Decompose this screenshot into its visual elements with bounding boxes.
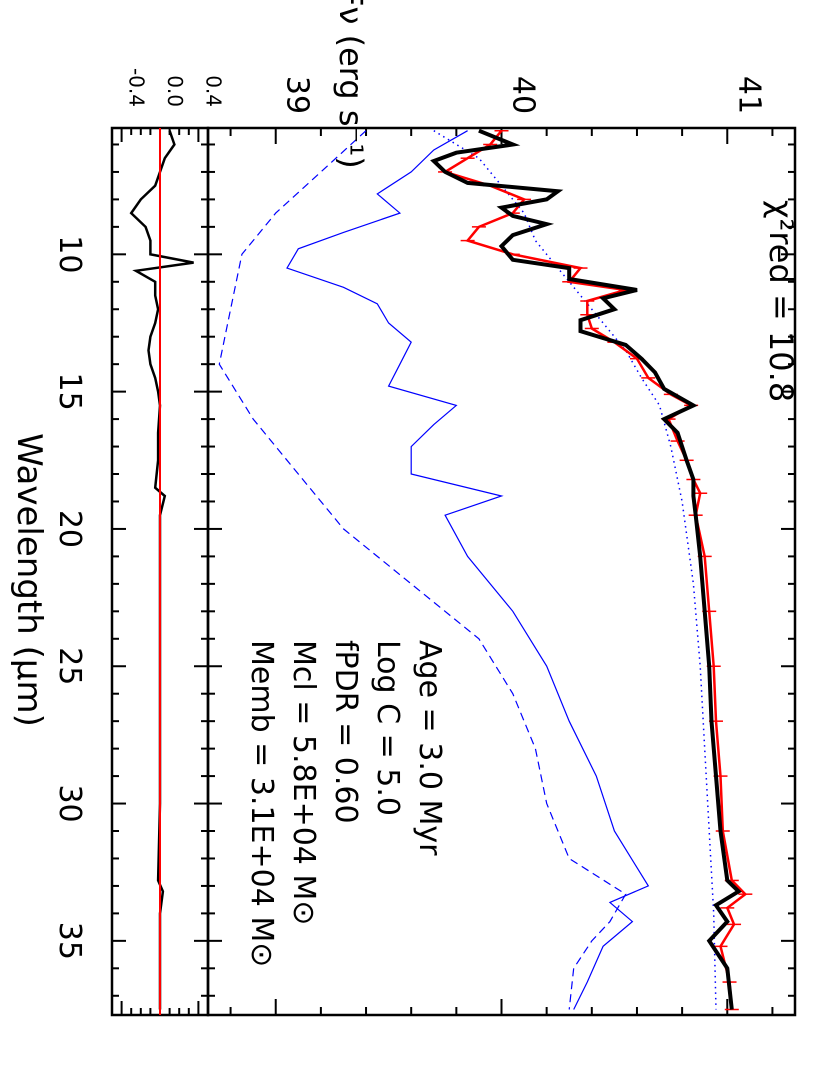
flux-tick-label: 39 [280, 76, 315, 114]
wavelength-tick-label: 30 [52, 784, 87, 822]
series-model-total [430, 128, 742, 1010]
mcl-annotation: Mcl = 5.8E+04 M⊙ [286, 640, 321, 925]
y-axis-title: log νFν (erg s⁻¹) [332, 0, 370, 169]
series-component-continuum [286, 130, 650, 1010]
residual-tick-label: -0.4 [125, 68, 149, 107]
flux-tick-label: 41 [731, 76, 766, 114]
wavelength-tick-label: 35 [52, 922, 87, 960]
label-layer: 10 15 20 25 30 35 39 40 41 -0.4 0.0 0.4 Wavelength (… [9, 0, 800, 967]
wavelength-tick-label: 20 [52, 510, 87, 548]
wavelength-tick-label: 10 [52, 235, 87, 273]
chi2-annotation: χ²red = 10.8 [762, 200, 800, 402]
age-annotation: Age = 3.0 Myr [412, 640, 447, 856]
residual-tick-label: 0.0 [163, 75, 187, 107]
wavelength-tick-label: 15 [52, 373, 87, 411]
x-axis-title: Wavelength (μm) [9, 433, 49, 727]
logc-annotation: Log C = 5.0 [370, 640, 405, 816]
wavelength-tick-label: 25 [52, 647, 87, 685]
series-layer [129, 128, 753, 1015]
memb-annotation: Memb = 3.1E+04 M⊙ [244, 640, 279, 967]
residual-tick-label: 0.4 [201, 75, 225, 107]
fpdr-annotation: fPDR = 0.60 [328, 640, 363, 824]
flux-tick-label: 40 [506, 76, 541, 114]
series-residual [129, 130, 194, 1010]
series-component-dotted [433, 130, 717, 1010]
series-component-dashed [218, 130, 627, 1010]
